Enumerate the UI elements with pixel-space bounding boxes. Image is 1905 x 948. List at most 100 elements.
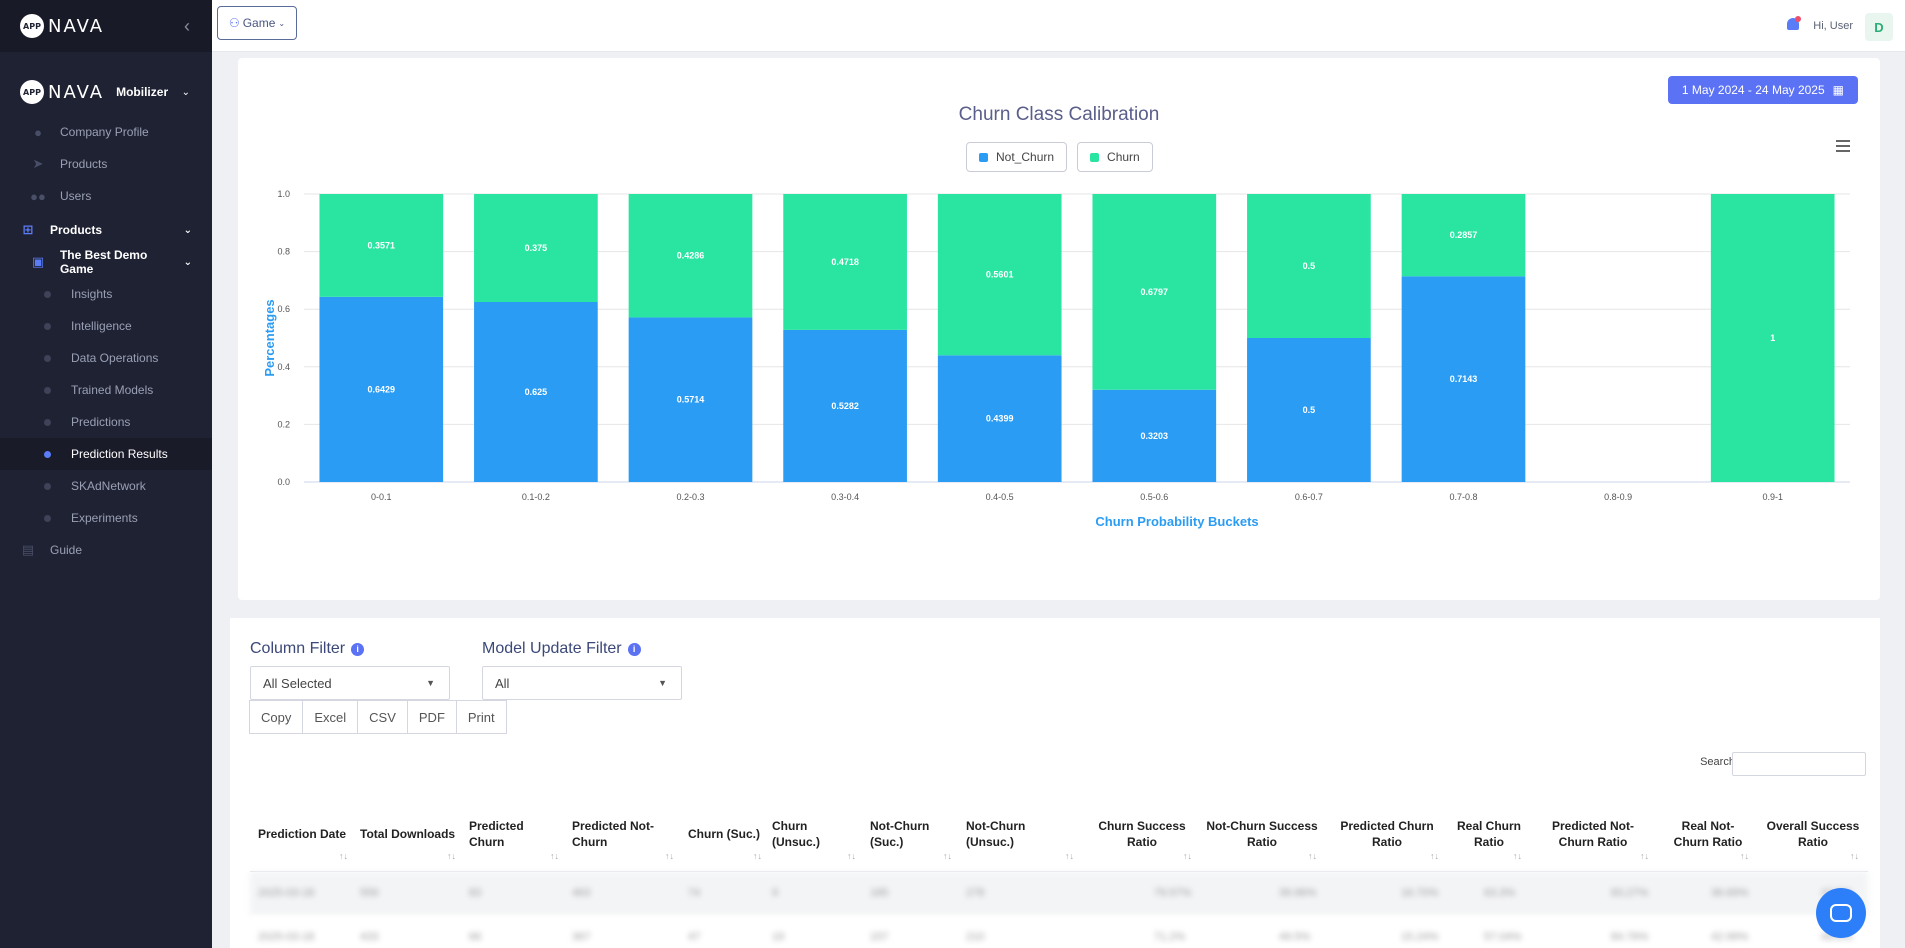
sort-icon[interactable]: ↑↓: [943, 850, 952, 861]
sidebar-item-trained-models[interactable]: Trained Models: [0, 374, 212, 406]
game-button-label: Game: [242, 16, 276, 30]
game-label: The Best Demo Game: [59, 248, 148, 276]
bullet-icon: [44, 514, 51, 522]
column-header[interactable]: Overall Success Ratio ↑↓: [1765, 796, 1861, 872]
table-row[interactable]: 2025-03-18 433 66 367 47 19 157 210 71.2% 49.5% 15…: [250, 916, 1868, 948]
y-axis-title: Percentages: [262, 299, 277, 376]
sort-icon[interactable]: ↑↓: [1740, 850, 1749, 861]
sidebar-item-data-operations[interactable]: Data Operations: [0, 342, 212, 374]
date-range-picker[interactable]: 1 May 2024 - 24 May 2025 ▦: [1667, 76, 1858, 104]
chevron-down-icon: ⌄: [183, 224, 192, 236]
notification-dot: [1795, 16, 1801, 22]
sort-icon[interactable]: ↑↓: [665, 850, 674, 861]
sort-icon[interactable]: ↑↓: [1430, 850, 1439, 861]
column-header[interactable]: Predicted Churn ↑↓: [469, 796, 561, 872]
column-header[interactable]: Not-Churn (Unsuc.) ↑↓: [966, 796, 1076, 872]
bar-not-churn: [319, 296, 444, 482]
gamepad-icon: ⚇: [228, 16, 240, 30]
avatar[interactable]: D: [1865, 13, 1893, 41]
sidebar-item-users[interactable]: ●● Users: [0, 180, 212, 212]
column-header[interactable]: Predicted Churn Ratio ↑↓: [1333, 796, 1441, 872]
chart-menu-icon[interactable]: [1836, 140, 1850, 155]
sidebar-item-products[interactable]: ➤ Products: [0, 148, 212, 180]
chevron-down-icon: ▼: [426, 678, 435, 688]
bullet-icon: [44, 322, 51, 330]
column-filter-select[interactable]: All Selected ▼: [250, 666, 450, 700]
bar-churn: [1092, 194, 1217, 390]
sidebar-item-prediction-results[interactable]: Prediction Results: [0, 438, 212, 470]
sort-icon[interactable]: ↑↓: [1183, 850, 1192, 861]
sidebar-item-insights[interactable]: Insights: [0, 278, 212, 310]
sidebar-item-company-profile[interactable]: ● Company Profile: [0, 116, 212, 148]
chat-button[interactable]: [1816, 888, 1866, 938]
bar-churn: [628, 194, 753, 318]
top-bar: ⚇ Game ⌄ Hi, User D: [212, 0, 1905, 52]
sidebar-item-label: Company Profile: [60, 125, 149, 139]
model-update-filter-select[interactable]: All ▼: [482, 666, 682, 700]
table-header: Prediction Date ↑↓ Total Downloads ↑↓ Predic…: [250, 796, 1868, 872]
data-label: 0.4718: [831, 257, 859, 267]
app-logo[interactable]: APP NAVA: [20, 14, 104, 38]
bullet-icon: [44, 450, 51, 458]
game-selector-button[interactable]: ⚇ Game ⌄: [217, 6, 297, 40]
column-header[interactable]: Predicted Not-Churn Ratio ↑↓: [1535, 796, 1651, 872]
copy-button[interactable]: Copy: [249, 700, 304, 734]
print-button[interactable]: Print: [455, 700, 507, 734]
sort-icon[interactable]: ↑↓: [550, 850, 559, 861]
chevron-down-icon: ⌄: [181, 86, 190, 98]
sort-icon[interactable]: ↑↓: [1640, 850, 1649, 861]
data-label: 0.5: [1303, 261, 1316, 271]
table-cell: 83: [469, 887, 482, 899]
sort-icon[interactable]: ↑↓: [1513, 850, 1522, 861]
column-filter-text: Column Filter: [250, 640, 346, 657]
column-filter-value: All Selected: [263, 675, 332, 691]
column-header-label: Not-Churn (Suc.): [870, 818, 930, 849]
notification-bell-icon[interactable]: [1785, 16, 1801, 34]
column-header[interactable]: Predicted Not-Churn ↑↓: [572, 796, 676, 872]
csv-button[interactable]: CSV: [357, 700, 408, 734]
user-greeting: Hi, User: [1813, 20, 1853, 32]
legend-item-not-churn[interactable]: Not_Churn: [966, 142, 1068, 172]
sidebar-item-experiments[interactable]: Experiments: [0, 502, 212, 534]
sort-icon[interactable]: ↑↓: [1308, 850, 1317, 861]
column-header[interactable]: Prediction Date ↑↓: [258, 796, 350, 872]
sort-icon[interactable]: ↑↓: [339, 850, 348, 861]
info-icon[interactable]: i: [627, 642, 641, 656]
company-selector[interactable]: APP NAVA Mobilizer ⌄: [0, 52, 212, 116]
sidebar-item-guide[interactable]: ▤ Guide: [0, 534, 212, 566]
info-icon[interactable]: i: [351, 642, 365, 656]
data-label: 0.375: [525, 243, 548, 253]
column-header[interactable]: Real Not-Churn Ratio ↑↓: [1665, 796, 1751, 872]
excel-button[interactable]: Excel: [302, 700, 359, 734]
bullet-icon: [44, 290, 51, 298]
sidebar-section-products[interactable]: ⊞ Products ⌄: [0, 214, 212, 246]
sort-icon[interactable]: ↑↓: [1850, 850, 1859, 861]
column-header[interactable]: Not-Churn Success Ratio ↑↓: [1205, 796, 1319, 872]
column-header[interactable]: Churn (Unsuc.) ↑↓: [772, 796, 858, 872]
column-header[interactable]: Churn Success Ratio ↑↓: [1090, 796, 1194, 872]
column-header[interactable]: Churn (Suc.) ↑↓: [688, 796, 764, 872]
export-buttons: Copy Excel CSV PDF Print: [249, 700, 507, 734]
bar-not-churn: [783, 329, 907, 482]
sidebar-item-label: Data Operations: [71, 351, 159, 365]
table-cell: 36.69%: [1711, 887, 1749, 899]
sidebar-item-game[interactable]: ▣ The Best Demo Game ⌄: [0, 246, 212, 278]
pdf-button[interactable]: PDF: [406, 700, 457, 734]
legend-item-churn[interactable]: Churn: [1077, 142, 1153, 172]
table-row[interactable]: 2025-03-18 559 83 463 74 9 185 278 79.57% 39.96% 1…: [250, 872, 1868, 916]
search-input[interactable]: [1732, 752, 1866, 776]
sort-icon[interactable]: ↑↓: [447, 850, 456, 861]
sort-icon[interactable]: ↑↓: [753, 850, 762, 861]
sidebar-item-intelligence[interactable]: Intelligence: [0, 310, 212, 342]
sidebar-item-skadnetwork[interactable]: SKAdNetwork: [0, 470, 212, 502]
sitemap-icon: ⊞: [22, 222, 34, 237]
bar-churn: [1710, 194, 1835, 482]
column-header[interactable]: Total Downloads ↑↓: [360, 796, 458, 872]
sort-icon[interactable]: ↑↓: [847, 850, 856, 861]
sort-icon[interactable]: ↑↓: [1065, 850, 1074, 861]
column-header[interactable]: Not-Churn (Suc.) ↑↓: [870, 796, 954, 872]
column-header-label: Prediction Date: [258, 826, 347, 841]
sidebar-item-predictions[interactable]: Predictions: [0, 406, 212, 438]
collapse-sidebar-icon[interactable]: ‹: [184, 16, 190, 36]
column-header[interactable]: Real Churn Ratio ↑↓: [1454, 796, 1524, 872]
